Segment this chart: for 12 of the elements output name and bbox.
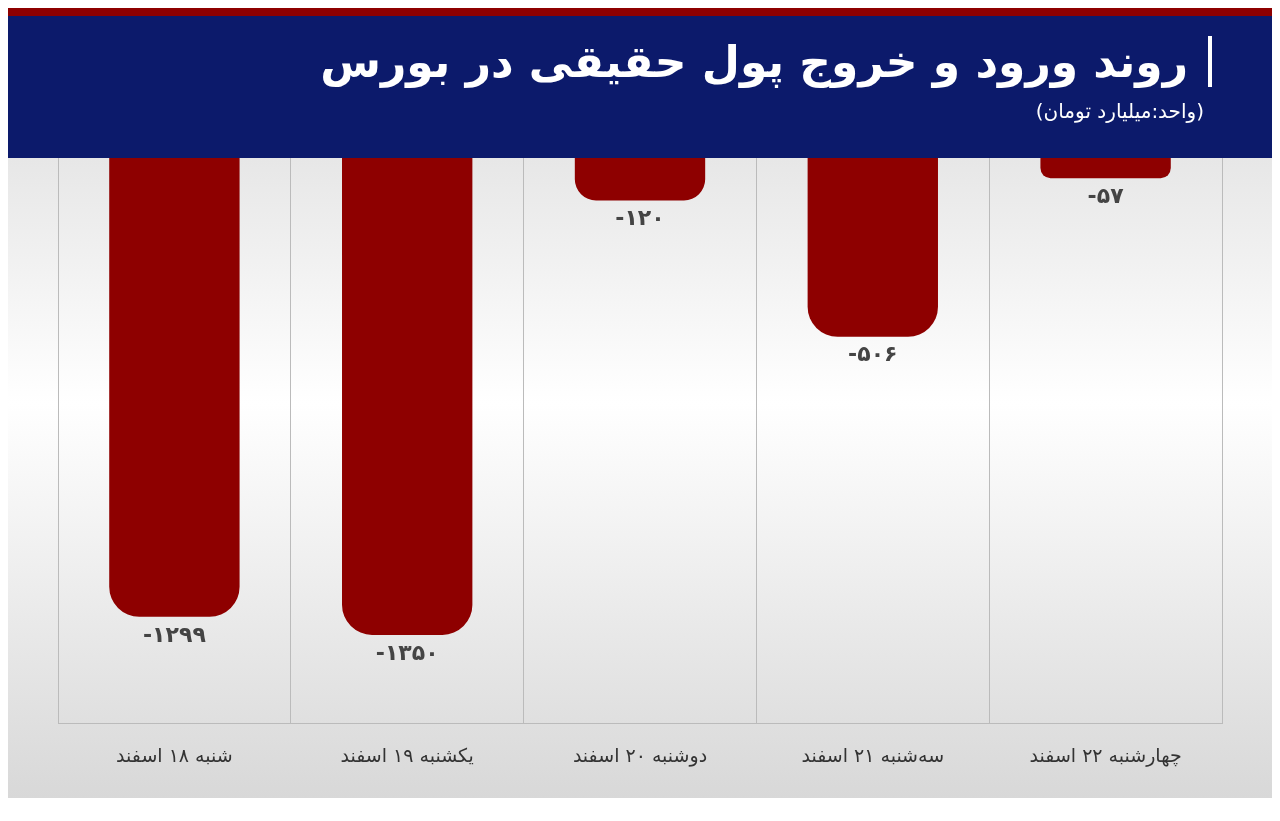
data-label: -۵۰۶	[848, 341, 898, 367]
data-label: -۱۲۰	[615, 205, 665, 231]
x-tick-label: یکشنبه ۱۹ اسفند	[340, 743, 474, 766]
x-tick-label: دوشنبه ۲۰ اسفند	[572, 743, 708, 767]
data-label: -۱۳۵۰	[375, 639, 439, 665]
data-label: -۵۷	[1087, 182, 1125, 208]
x-tick-label: سه‌شنبه ۲۱ اسفند	[801, 743, 945, 766]
chart-title: روند ورود و خروج پول حقیقی در بورس	[320, 36, 1212, 87]
x-tick-label: چهارشنبه ۲۲ اسفند	[1029, 743, 1182, 767]
x-tick-label: شنبه ۱۸ اسفند	[116, 743, 233, 766]
chart-subtitle: (واحد:میلیارد تومان)	[1034, 99, 1205, 123]
data-label: -۱۲۹۹	[142, 621, 206, 647]
